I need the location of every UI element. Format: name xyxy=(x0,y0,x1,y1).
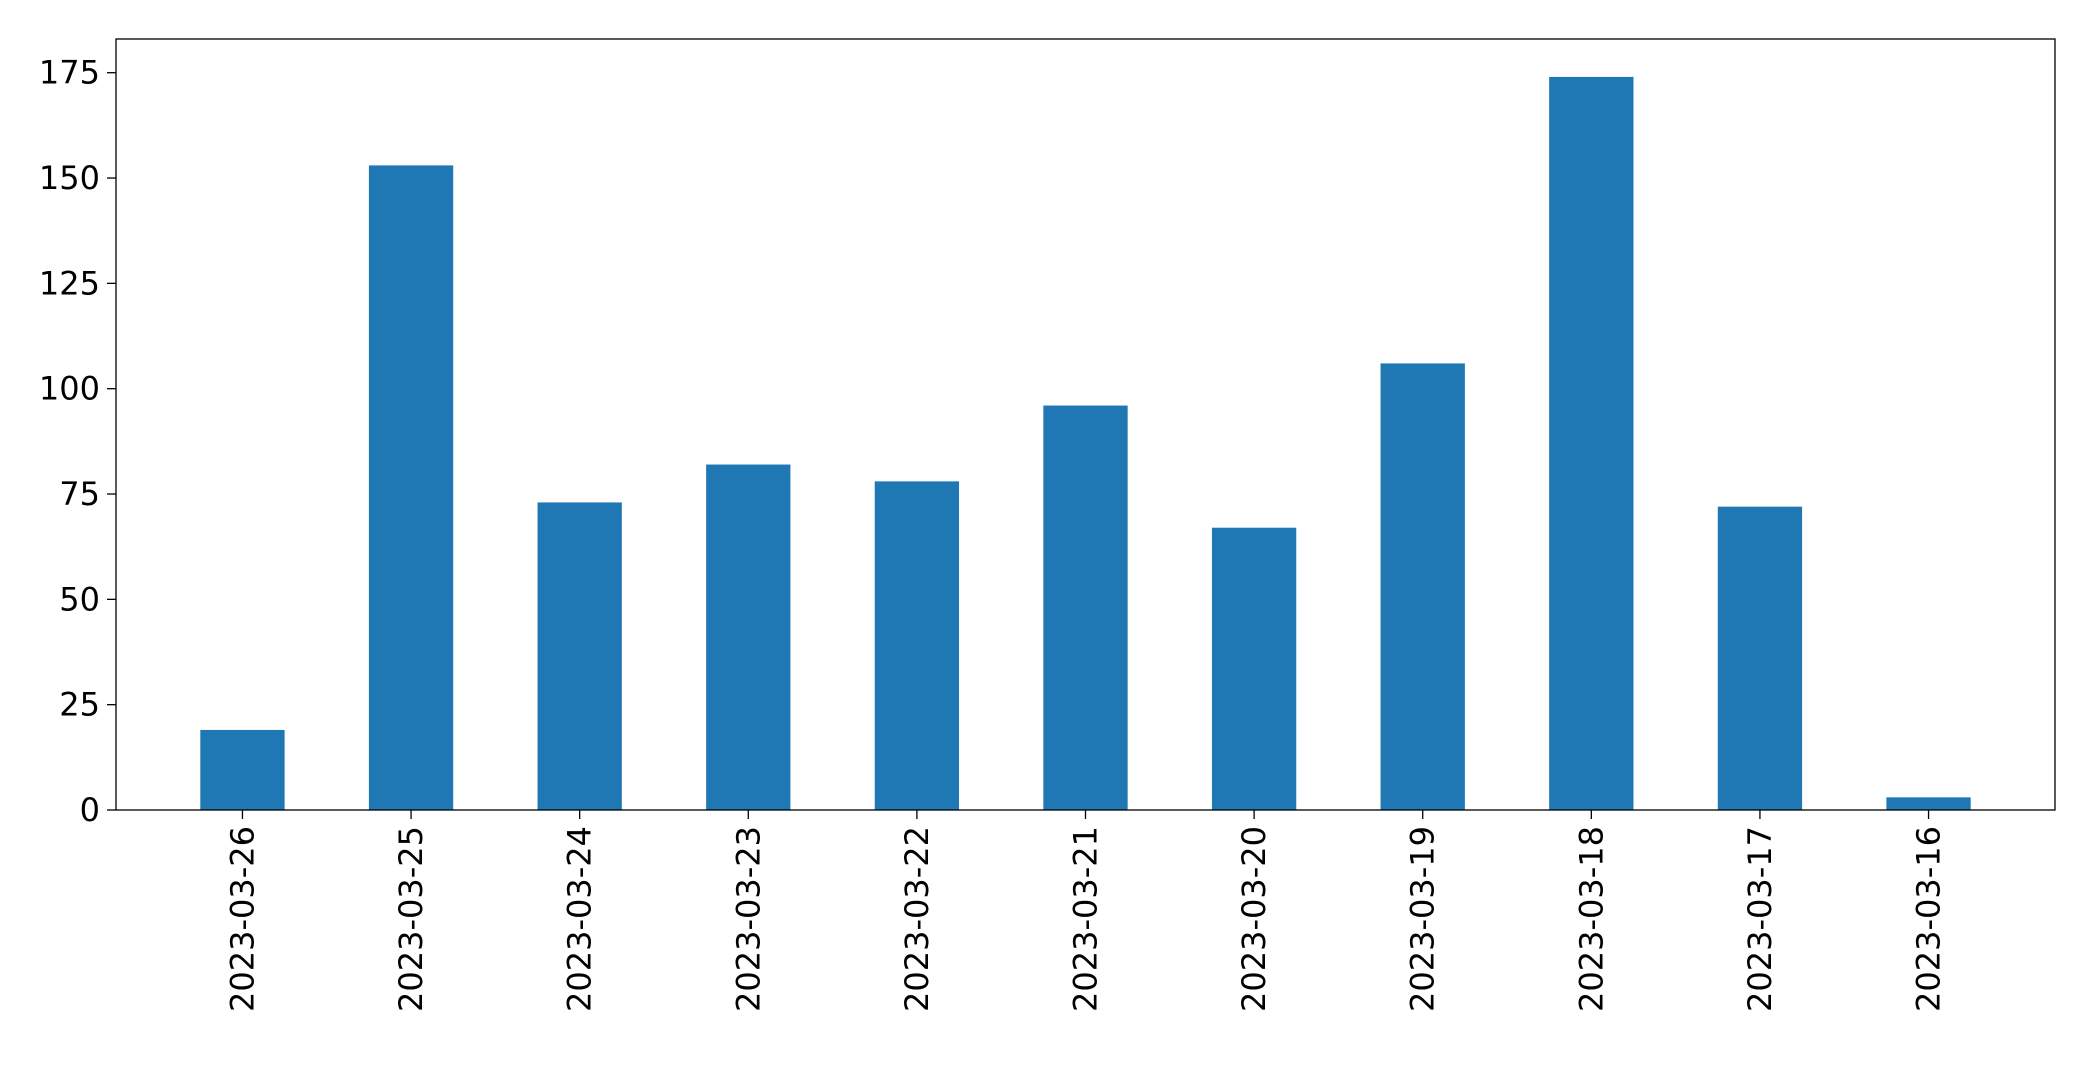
x-tick-label: 2023-03-16 xyxy=(1910,826,1948,1012)
x-tick-label: 2023-03-23 xyxy=(729,826,767,1012)
bar-2023-03-17 xyxy=(1717,506,1803,810)
x-tick-label: 2023-03-19 xyxy=(1404,826,1442,1012)
bar-2023-03-26 xyxy=(200,729,285,810)
x-axis: 2023-03-26 2023-03-25 2023-03-24 2023-03-23… xyxy=(223,810,1948,1012)
y-tick-label: 175 xyxy=(39,54,100,92)
y-tick-label: 100 xyxy=(39,370,100,408)
x-tick-label: 2023-03-22 xyxy=(898,826,936,1012)
y-tick-label: 50 xyxy=(59,580,100,618)
x-tick-label: 2023-03-26 xyxy=(223,826,261,1012)
bar-2023-03-20 xyxy=(1211,527,1297,810)
y-axis: 0 25 50 75 100 125 150 175 xyxy=(39,54,116,829)
bar-2023-03-19 xyxy=(1380,363,1465,810)
y-tick-label: 125 xyxy=(39,264,100,302)
y-tick-label: 150 xyxy=(39,159,100,197)
bar-2023-03-22 xyxy=(874,481,960,810)
bar-2023-03-16 xyxy=(1886,797,1971,810)
bar-2023-03-24 xyxy=(537,502,622,810)
x-tick-label: 2023-03-24 xyxy=(561,826,599,1012)
y-tick-label: 0 xyxy=(80,791,100,829)
x-tick-label: 2023-03-21 xyxy=(1067,826,1105,1012)
x-tick-label: 2023-03-25 xyxy=(392,826,430,1012)
bars-layer xyxy=(200,76,1971,811)
bar-2023-03-25 xyxy=(368,165,454,811)
x-tick-label: 2023-03-17 xyxy=(1741,826,1779,1012)
bar-2023-03-18 xyxy=(1549,76,1634,810)
x-tick-label: 2023-03-20 xyxy=(1235,826,1273,1012)
plot-frame xyxy=(115,38,2056,811)
x-tick-label: 2023-03-18 xyxy=(1572,826,1610,1012)
bar-2023-03-23 xyxy=(706,464,791,810)
y-tick-label: 75 xyxy=(59,475,100,513)
bar-2023-03-21 xyxy=(1043,405,1128,810)
y-tick-label: 25 xyxy=(59,686,100,724)
